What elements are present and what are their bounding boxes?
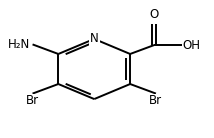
Text: N: N [90, 32, 99, 45]
Text: O: O [149, 8, 159, 22]
Text: Br: Br [149, 94, 162, 107]
Text: OH: OH [183, 39, 201, 52]
Text: H₂N: H₂N [8, 38, 30, 51]
Text: Br: Br [26, 94, 39, 107]
